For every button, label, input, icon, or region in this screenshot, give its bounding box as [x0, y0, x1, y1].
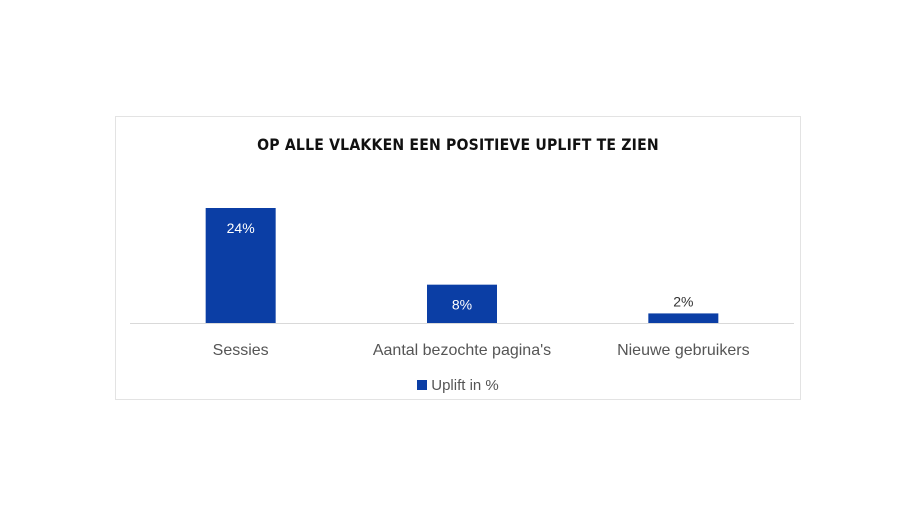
x-tick-label: Aantal bezochte pagina's: [373, 342, 551, 359]
data-label: 24%: [227, 220, 255, 236]
legend: Uplift in %: [116, 377, 800, 394]
chart-frame: OP ALLE VLAKKEN EEN POSITIEVE UPLIFT TE …: [115, 116, 801, 400]
data-label: 2%: [673, 293, 693, 309]
bar: [427, 284, 497, 323]
x-tick-label: Nieuwe gebruikers: [617, 342, 750, 359]
bar: [205, 208, 276, 323]
x-tick-label: Sessies: [213, 342, 269, 359]
legend-swatch: [417, 380, 428, 390]
bar: [648, 313, 719, 323]
legend-label: Uplift in %: [431, 377, 499, 394]
chart-title: OP ALLE VLAKKEN EEN POSITIEVE UPLIFT TE …: [257, 135, 659, 154]
data-label: 8%: [452, 297, 472, 313]
bar-chart: 24% Sessies 8% Aantal bezochte pagina's 2% Ni…: [130, 208, 794, 359]
